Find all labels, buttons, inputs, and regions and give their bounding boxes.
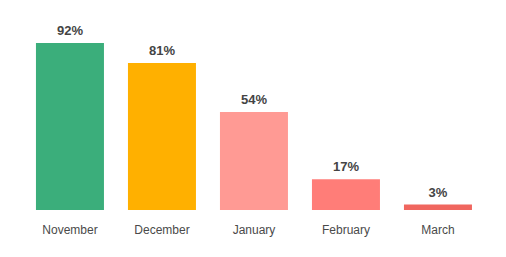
- svg-text:81%: 81%: [149, 43, 175, 58]
- svg-text:17%: 17%: [333, 159, 359, 174]
- svg-text:November: November: [42, 223, 97, 237]
- svg-text:March: March: [421, 223, 454, 237]
- svg-text:February: February: [322, 223, 370, 237]
- svg-text:3%: 3%: [429, 185, 448, 200]
- svg-text:54%: 54%: [241, 92, 267, 107]
- svg-text:January: January: [233, 223, 276, 237]
- svg-text:92%: 92%: [57, 23, 83, 38]
- svg-text:December: December: [134, 223, 189, 237]
